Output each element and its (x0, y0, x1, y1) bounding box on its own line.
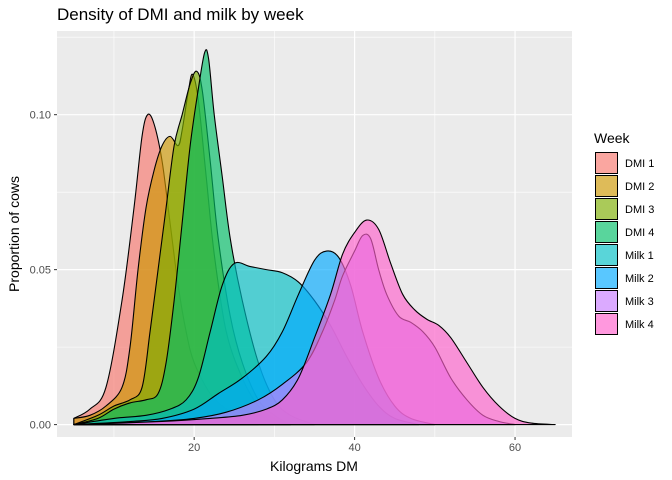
legend-label-milk-4: Milk 4 (625, 319, 654, 331)
legend-label-milk-2: Milk 2 (625, 273, 654, 285)
density-areas (73, 49, 556, 426)
legend-key-milk-2 (595, 267, 618, 289)
legend-key-dmi-1 (595, 152, 618, 174)
legend-label-dmi-1: DMI 1 (625, 158, 654, 170)
x-axis: 20 40 60 (188, 437, 521, 454)
legend-label-milk-3: Milk 3 (625, 296, 654, 308)
x-tick-label: 20 (188, 442, 200, 454)
x-tick-label: 40 (348, 442, 360, 454)
chart-title: Density of DMI and milk by week (57, 5, 304, 24)
density-area-milk-4 (73, 219, 556, 426)
legend-key-milk-1 (595, 244, 618, 266)
legend-key-dmi-3 (595, 198, 618, 220)
x-axis-title: Kilograms DM (270, 458, 358, 474)
legend-key-milk-3 (595, 290, 618, 312)
legend-label-dmi-2: DMI 2 (625, 181, 654, 193)
legend-key-milk-4 (595, 313, 618, 335)
legend: Week DMI 1 DMI 2 DMI 3 DMI 4 Milk 1 Milk 2 Mil… (594, 130, 654, 335)
legend-key-dmi-4 (595, 221, 618, 243)
y-axis: 0.00 0.05 0.10 (30, 110, 57, 432)
legend-label-milk-1: Milk 1 (625, 250, 654, 262)
legend-title: Week (594, 130, 631, 146)
y-tick-label: 0.10 (30, 110, 51, 122)
x-tick-label: 60 (509, 442, 521, 454)
legend-key-dmi-2 (595, 175, 618, 197)
y-tick-label: 0.05 (30, 265, 51, 277)
legend-label-dmi-4: DMI 4 (625, 227, 654, 239)
legend-label-dmi-3: DMI 3 (625, 204, 654, 216)
y-axis-title: Proportion of cows (6, 176, 22, 292)
y-tick-label: 0.00 (30, 420, 51, 432)
